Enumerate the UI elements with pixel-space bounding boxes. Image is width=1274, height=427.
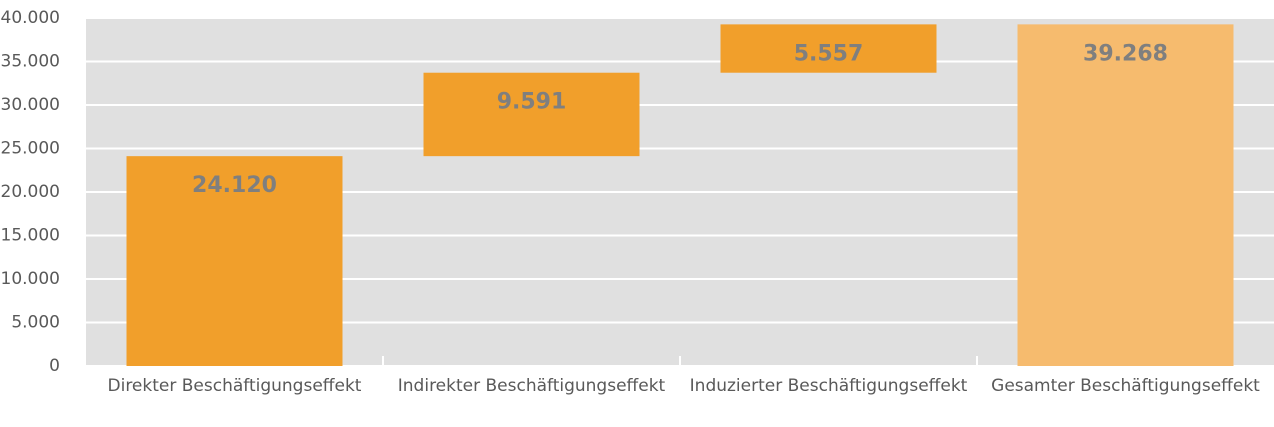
y-tick-label: 40.000 bbox=[1, 8, 60, 28]
bar bbox=[423, 72, 640, 157]
y-tick-label: 5.000 bbox=[11, 313, 60, 333]
value-label: 9.591 bbox=[497, 90, 567, 115]
bar bbox=[126, 156, 343, 366]
bar bbox=[1017, 24, 1234, 366]
bar bbox=[720, 24, 937, 73]
y-tick-label: 35.000 bbox=[1, 52, 60, 72]
y-tick-label: 15.000 bbox=[1, 226, 60, 246]
y-tick-label: 0 bbox=[49, 356, 60, 376]
x-tick-label: Indirekter Beschäftigungseffekt bbox=[397, 376, 666, 396]
y-tick-label: 20.000 bbox=[1, 182, 60, 202]
y-tick-label: 10.000 bbox=[1, 269, 60, 289]
y-tick-label: 25.000 bbox=[1, 139, 60, 159]
value-label: 39.268 bbox=[1083, 41, 1168, 66]
x-tick-label: Direkter Beschäftigungseffekt bbox=[107, 376, 362, 396]
x-tick-label: Gesamter Beschäftigungseffekt bbox=[991, 376, 1260, 396]
x-tick-label: Induzierter Beschäftigungseffekt bbox=[689, 376, 968, 396]
value-label: 5.557 bbox=[794, 41, 864, 66]
y-tick-label: 30.000 bbox=[1, 95, 60, 115]
value-label: 24.120 bbox=[192, 173, 277, 198]
